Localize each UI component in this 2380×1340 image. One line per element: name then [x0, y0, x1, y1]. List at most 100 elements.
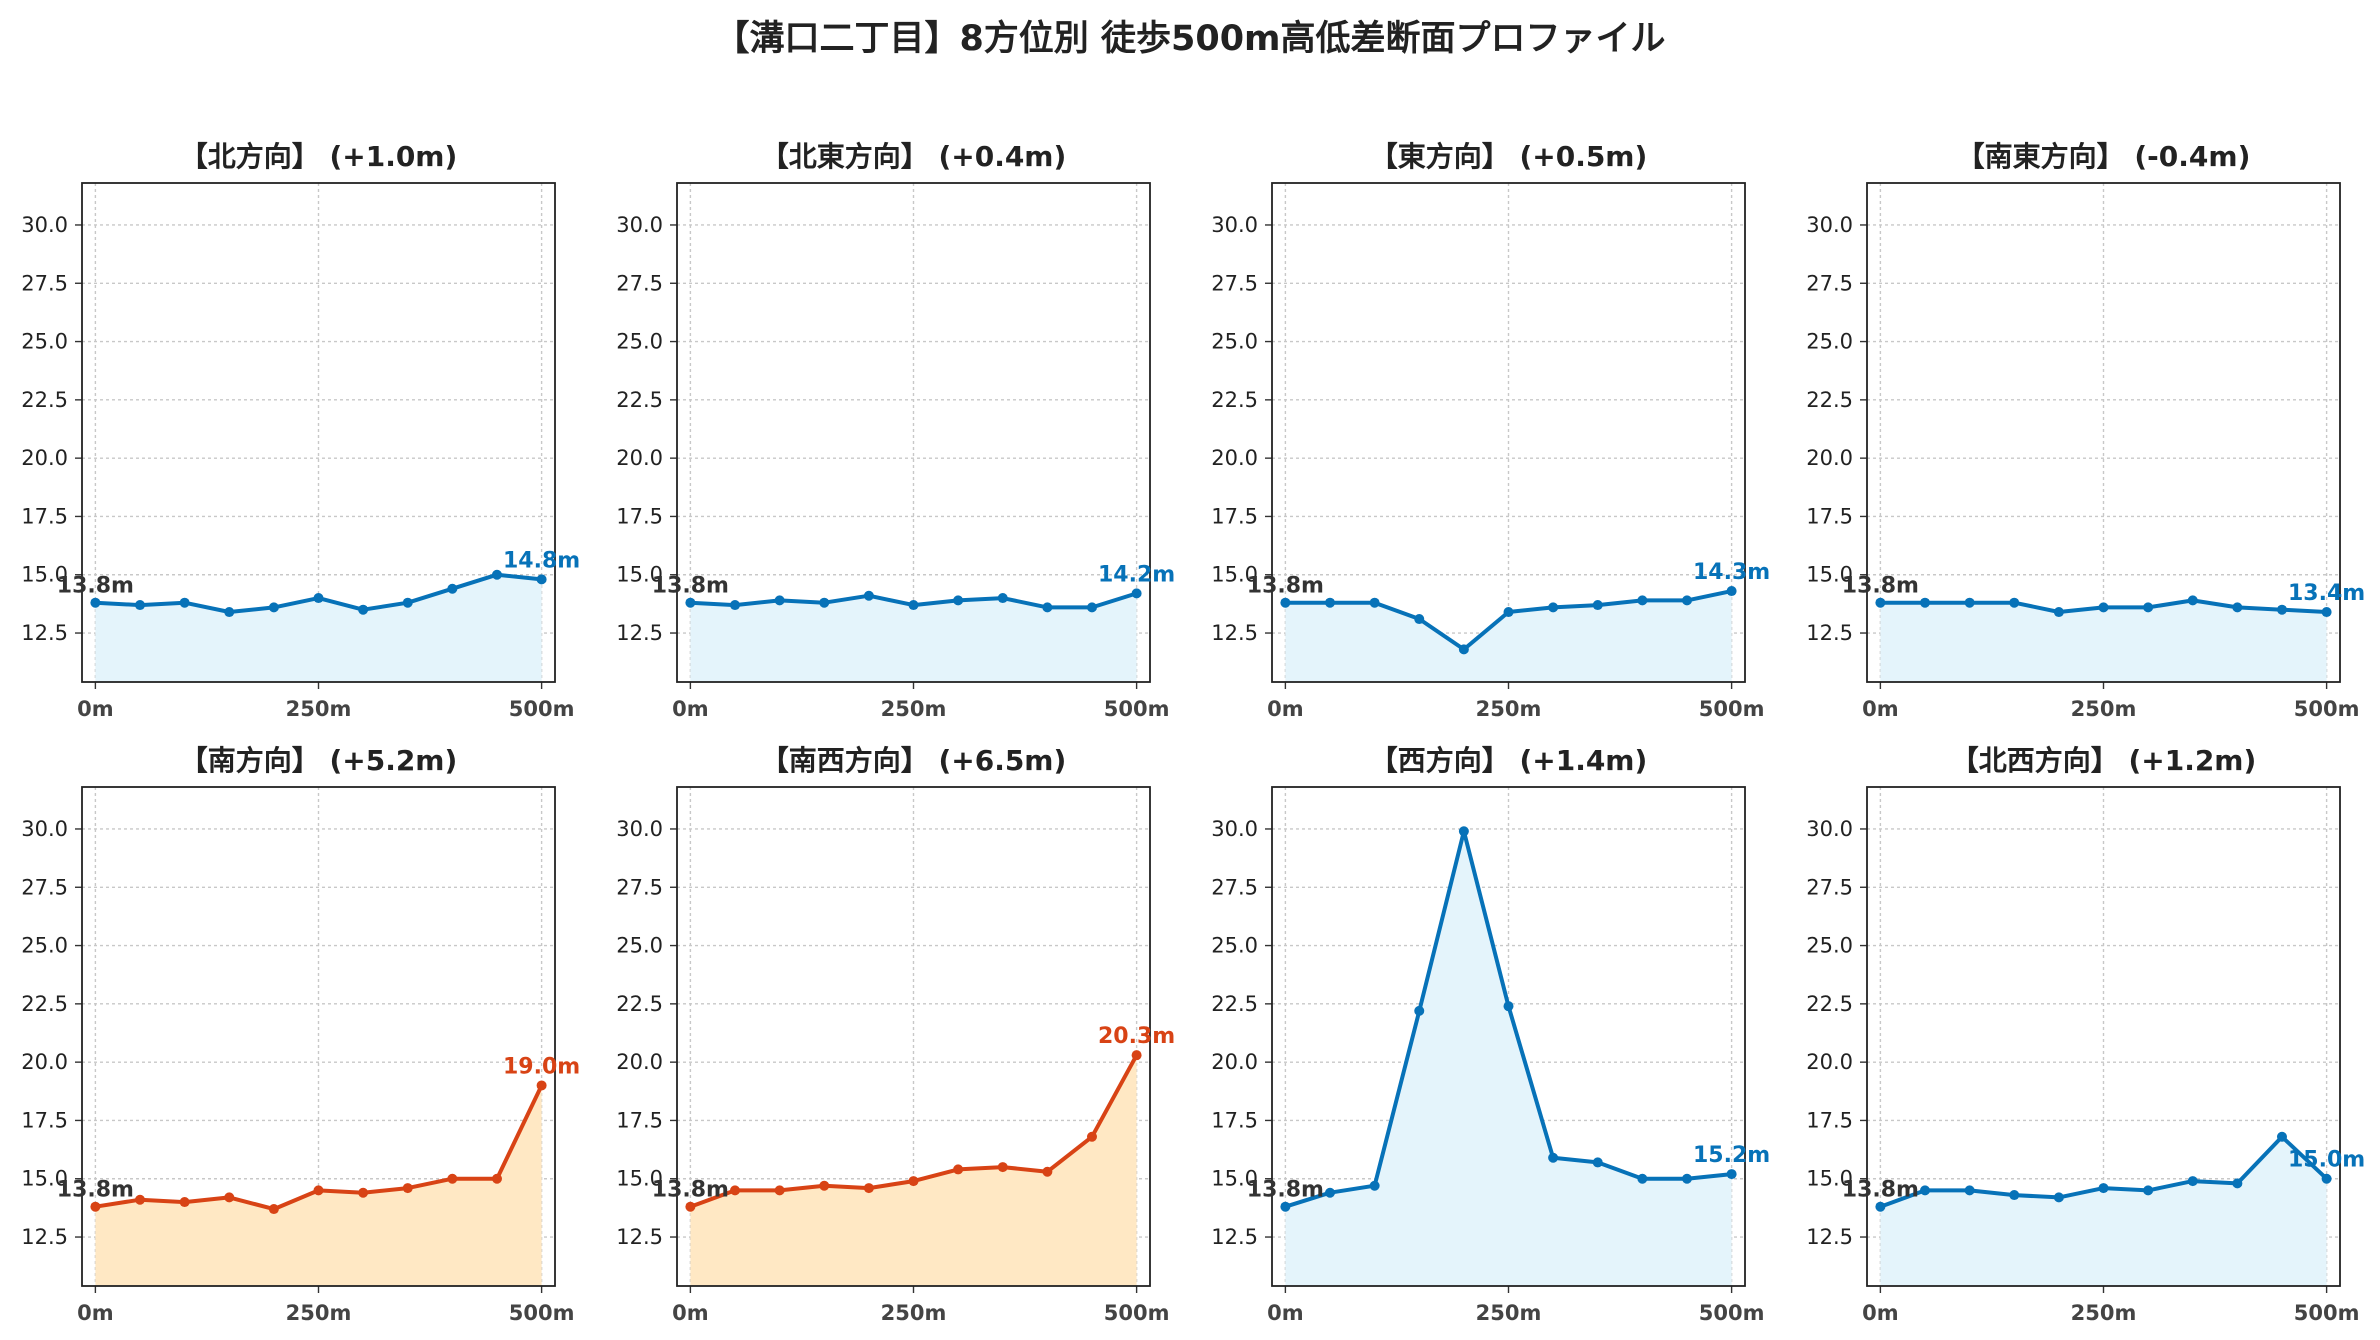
y-tick-label: 12.5	[21, 621, 68, 645]
y-tick-label: 30.0	[21, 213, 68, 237]
subplot-7: 12.5 15.0 17.5 20.0 22.5 25.0 27.5 30.0 0m 250m 50…	[1211, 744, 1770, 1325]
data-point	[730, 600, 741, 611]
data-point	[1681, 1173, 1692, 1184]
data-point	[685, 1201, 696, 1212]
y-tick-label: 20.0	[616, 1050, 663, 1074]
x-tick-label: 500m	[509, 1301, 575, 1325]
data-point	[730, 1185, 741, 1196]
data-point	[358, 604, 369, 615]
data-point	[491, 569, 502, 580]
data-point	[1548, 602, 1559, 613]
data-point	[997, 593, 1008, 604]
data-point	[774, 1185, 785, 1196]
plot-frame	[1866, 786, 2341, 1287]
data-point	[774, 595, 785, 606]
y-tick-label: 20.0	[21, 446, 68, 470]
end-elevation-label: 14.8m	[503, 548, 580, 573]
x-tick-label: 250m	[1476, 1301, 1542, 1325]
data-point	[135, 600, 146, 611]
y-tick-label: 25.0	[1806, 934, 1853, 958]
x-tick-label: 0m	[672, 697, 709, 721]
data-point	[1458, 644, 1469, 655]
data-point	[2321, 1173, 2332, 1184]
data-point	[1592, 600, 1603, 611]
data-point	[268, 602, 279, 613]
data-point	[819, 597, 830, 608]
data-point	[1681, 595, 1692, 606]
data-point	[1369, 1180, 1380, 1191]
y-tick-label: 12.5	[616, 1225, 663, 1249]
plot-frame	[1866, 182, 2341, 683]
data-point	[2276, 604, 2287, 615]
y-tick-label: 27.5	[1806, 271, 1853, 295]
y-tick-label: 20.0	[1211, 446, 1258, 470]
y-tick-label: 25.0	[616, 330, 663, 354]
data-point	[2187, 595, 2198, 606]
y-tick-label: 17.5	[1211, 1108, 1258, 1132]
subplot-4: 12.5 15.0 17.5 20.0 22.5 25.0 27.5 30.0 0m 250m 50…	[1806, 140, 2365, 721]
data-point	[1086, 1131, 1097, 1142]
data-point	[2187, 1176, 2198, 1187]
data-point	[1548, 1152, 1559, 1163]
subplot-title: 【南方向】 (+5.2m)	[180, 744, 458, 777]
data-point	[224, 607, 235, 618]
data-point	[1458, 826, 1469, 837]
data-point	[1726, 586, 1737, 597]
x-tick-label: 0m	[1267, 697, 1304, 721]
data-point	[1503, 1001, 1514, 1012]
data-point	[1503, 607, 1514, 618]
data-point	[2098, 602, 2109, 613]
plot-frame	[81, 182, 556, 683]
data-point	[2098, 1183, 2109, 1194]
start-elevation-label: 13.8m	[1247, 574, 1324, 599]
y-tick-label: 25.0	[1211, 934, 1258, 958]
data-point	[2053, 607, 2064, 618]
data-point	[1131, 588, 1142, 599]
subplot-title: 【東方向】 (+0.5m)	[1370, 140, 1648, 173]
y-tick-label: 27.5	[21, 875, 68, 899]
end-elevation-label: 20.3m	[1098, 1024, 1175, 1049]
data-point	[2143, 1185, 2154, 1196]
data-point	[2232, 602, 2243, 613]
data-point	[2276, 1131, 2287, 1142]
data-point	[402, 597, 413, 608]
data-point	[1280, 1201, 1291, 1212]
elevation-area	[1285, 591, 1732, 682]
x-tick-label: 500m	[2294, 1301, 2360, 1325]
start-elevation-label: 13.8m	[57, 1178, 134, 1203]
x-tick-label: 0m	[1267, 1301, 1304, 1325]
data-point	[1964, 1185, 1975, 1196]
end-elevation-label: 13.4m	[2288, 581, 2365, 606]
data-point	[908, 600, 919, 611]
y-tick-label: 20.0	[616, 446, 663, 470]
x-tick-label: 250m	[286, 1301, 352, 1325]
y-tick-label: 15.0	[1806, 563, 1853, 587]
subplot-3: 12.5 15.0 17.5 20.0 22.5 25.0 27.5 30.0 0m 250m 50…	[1211, 140, 1770, 721]
x-tick-label: 250m	[286, 697, 352, 721]
data-point	[2009, 597, 2020, 608]
subplot-title: 【北方向】 (+1.0m)	[180, 140, 458, 173]
end-elevation-label: 14.2m	[1098, 562, 1175, 587]
subplot-5: 12.5 15.0 17.5 20.0 22.5 25.0 27.5 30.0 0m 250m 50…	[21, 744, 580, 1325]
y-tick-label: 22.5	[21, 388, 68, 412]
data-point	[1042, 1166, 1053, 1177]
data-point	[1042, 602, 1053, 613]
data-point	[1920, 597, 1931, 608]
start-elevation-label: 13.8m	[652, 574, 729, 599]
start-elevation-label: 13.8m	[1842, 574, 1919, 599]
y-tick-label: 27.5	[616, 875, 663, 899]
data-point	[90, 1201, 101, 1212]
plot-frame	[1271, 786, 1746, 1287]
y-tick-label: 27.5	[1211, 875, 1258, 899]
elevation-area	[1880, 600, 2327, 682]
y-tick-label: 30.0	[1806, 817, 1853, 841]
y-tick-label: 12.5	[1211, 621, 1258, 645]
data-point	[179, 1197, 190, 1208]
data-point	[1086, 602, 1097, 613]
y-tick-label: 15.0	[1806, 1167, 1853, 1191]
y-tick-label: 25.0	[616, 934, 663, 958]
y-tick-label: 30.0	[1211, 213, 1258, 237]
elevation-area	[690, 1055, 1137, 1286]
data-point	[1875, 597, 1886, 608]
y-tick-label: 27.5	[616, 271, 663, 295]
